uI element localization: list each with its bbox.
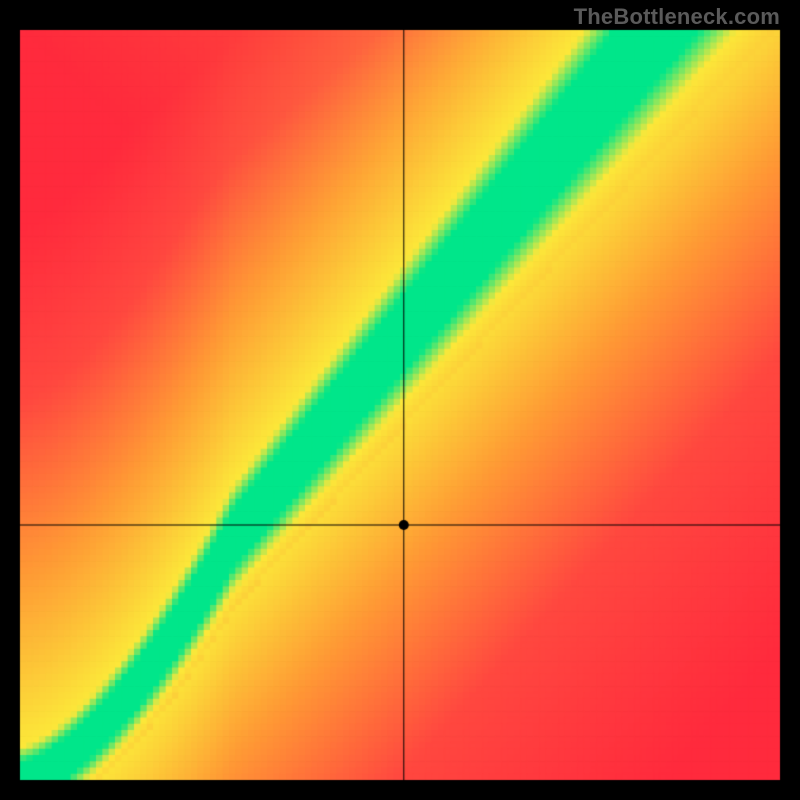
watermark-text: TheBottleneck.com: [574, 4, 780, 30]
chart-container: TheBottleneck.com: [0, 0, 800, 800]
bottleneck-heatmap-canvas: [0, 0, 800, 800]
